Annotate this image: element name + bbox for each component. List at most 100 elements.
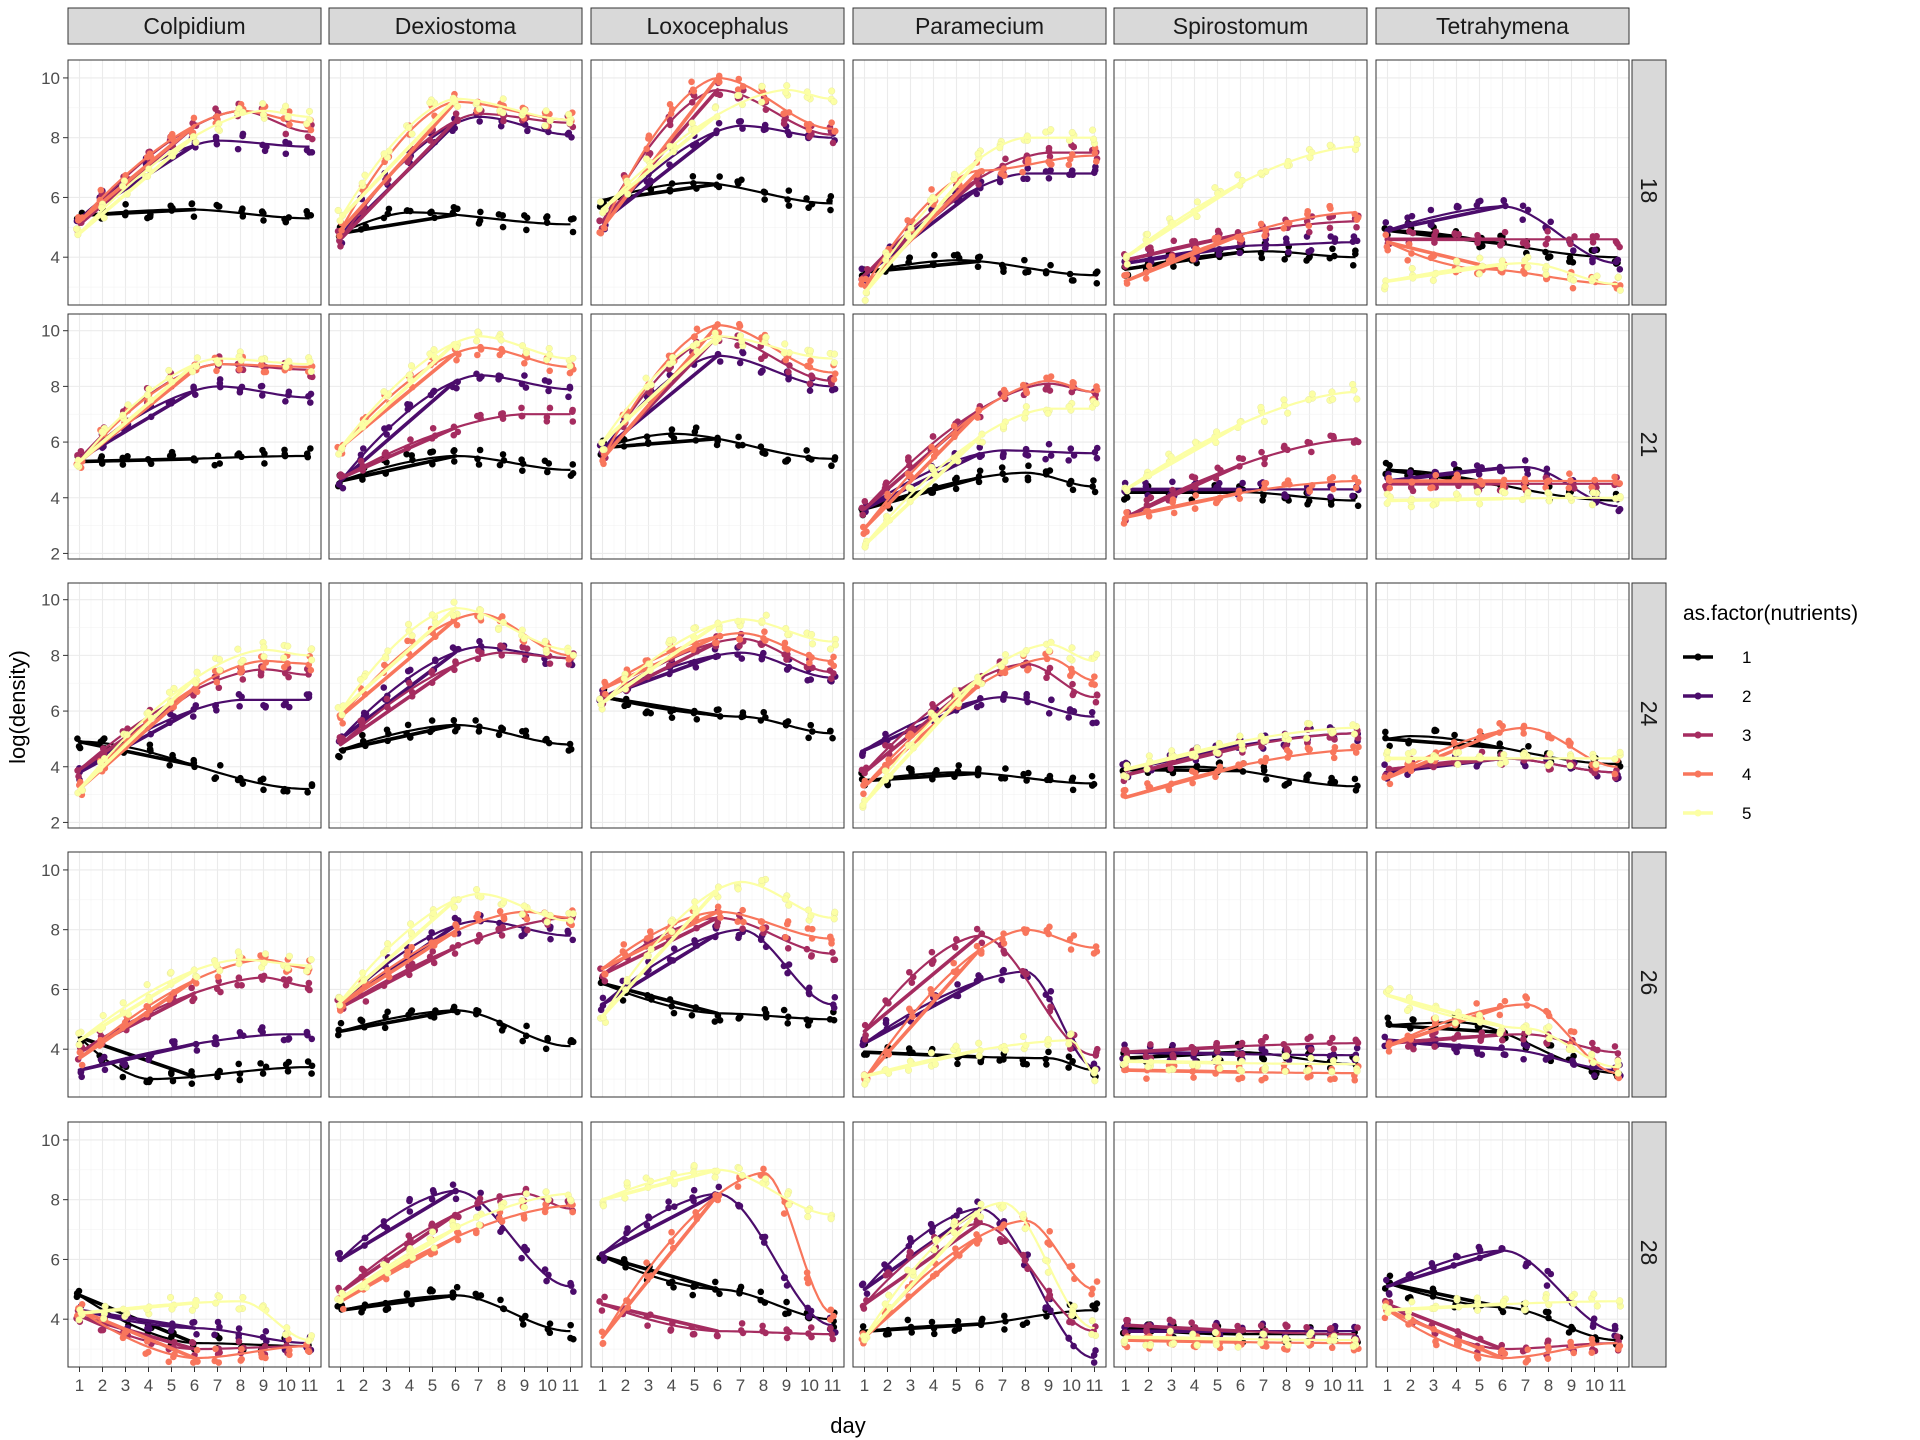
point-n1: [284, 1067, 292, 1075]
point-n3: [1305, 228, 1313, 236]
point-n5: [1021, 414, 1029, 422]
point-n4: [997, 170, 1005, 177]
point-n4: [806, 659, 813, 667]
point-n4: [500, 915, 508, 923]
point-n4: [711, 639, 719, 647]
point-n5: [234, 948, 242, 956]
point-n1: [691, 428, 699, 436]
point-n3: [859, 511, 867, 519]
point-n2: [828, 386, 836, 394]
point-n3: [546, 404, 554, 412]
point-n5: [715, 625, 723, 633]
point-n1: [477, 208, 484, 216]
point-n5: [952, 1042, 960, 1050]
point-n1: [693, 716, 701, 723]
point-n2: [1569, 247, 1577, 254]
point-n5: [214, 125, 222, 133]
point-n4: [807, 357, 814, 365]
point-n4: [1023, 389, 1031, 397]
linear-fit-n1: [77, 456, 197, 464]
point-n3: [1432, 228, 1440, 236]
point-n1: [1431, 727, 1438, 735]
point-n2: [1045, 710, 1053, 717]
point-n4: [736, 636, 744, 643]
point-n3: [451, 950, 459, 957]
point-n1: [257, 1060, 264, 1067]
point-n2: [1547, 218, 1555, 226]
point-n2: [1305, 248, 1313, 255]
point-n5: [599, 446, 607, 454]
point-n4: [78, 1061, 86, 1069]
point-n3: [1188, 473, 1196, 481]
point-n2: [1453, 203, 1461, 211]
point-n1: [831, 454, 839, 461]
point-n5: [1214, 749, 1222, 757]
point-n4: [1236, 495, 1243, 503]
point-n1: [716, 1016, 724, 1024]
point-n4: [620, 941, 628, 948]
linear-fit-n5: [77, 362, 197, 464]
point-n2: [736, 359, 744, 367]
point-n1: [428, 717, 436, 724]
point-n2: [1065, 457, 1072, 464]
point-n5: [1476, 500, 1484, 508]
linear-fit-n5: [600, 112, 720, 212]
point-n4: [1123, 271, 1131, 279]
point-n5: [1193, 198, 1201, 206]
point-n4: [1047, 373, 1055, 380]
linear-fit-n3: [338, 119, 458, 242]
point-n5: [1593, 272, 1601, 280]
point-n2: [261, 147, 269, 155]
point-n5: [260, 653, 268, 661]
point-n2: [976, 444, 984, 451]
point-n3: [830, 956, 837, 964]
point-n2: [597, 1006, 605, 1014]
point-n5: [1281, 1052, 1289, 1060]
point-n5: [75, 1041, 83, 1049]
point-n4: [1304, 744, 1312, 752]
point-n4: [1327, 1076, 1334, 1083]
point-n5: [927, 1049, 935, 1057]
point-n3: [1169, 1051, 1177, 1059]
point-n4: [1121, 786, 1129, 794]
point-n3: [861, 498, 869, 505]
point-n5: [950, 170, 959, 178]
point-n1: [827, 206, 834, 214]
point-n4: [1025, 665, 1032, 673]
point-n5: [1281, 1067, 1289, 1075]
point-n2: [1615, 507, 1622, 515]
point-n3: [519, 644, 527, 651]
point-n4: [213, 367, 220, 375]
point-n1: [188, 1080, 196, 1088]
point-n1: [1382, 728, 1389, 736]
point-n2: [977, 701, 985, 709]
point-n4: [97, 186, 105, 194]
point-n4: [1143, 1075, 1150, 1082]
point-n2: [1404, 214, 1411, 221]
point-n5: [1065, 1040, 1073, 1048]
point-n1: [239, 780, 247, 787]
point-n5: [335, 450, 343, 458]
point-n4: [1069, 379, 1077, 386]
point-n1: [1281, 256, 1288, 263]
point-n5: [430, 346, 438, 354]
point-n3: [239, 676, 247, 683]
point-n5: [99, 1012, 107, 1020]
point-n2: [1093, 454, 1101, 462]
point-n1: [403, 450, 410, 458]
point-n2: [497, 122, 505, 130]
point-n5: [473, 337, 481, 345]
point-n4: [688, 78, 695, 86]
point-n5: [1001, 1046, 1009, 1054]
point-n4: [1214, 234, 1222, 242]
point-n1: [496, 461, 504, 469]
point-n2: [545, 387, 552, 395]
point-n3: [829, 139, 837, 147]
point-n3: [1092, 698, 1100, 706]
linear-fit-n5: [1123, 422, 1243, 492]
point-n4: [1046, 160, 1054, 168]
point-n2: [1285, 248, 1292, 256]
point-n1: [236, 1076, 244, 1084]
point-n1: [519, 467, 526, 474]
point-n5: [1022, 403, 1030, 411]
